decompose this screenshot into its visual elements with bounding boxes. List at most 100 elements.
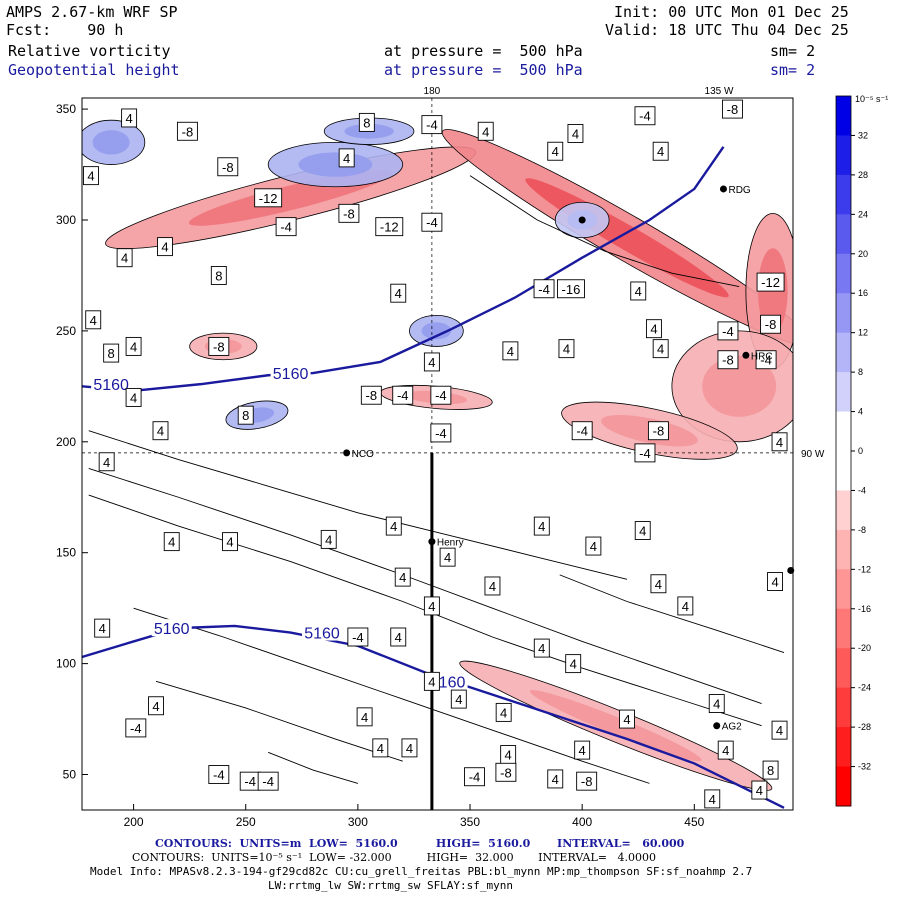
contour-label-box-60 — [585, 536, 602, 556]
colorbar-tick-label-6: 8 — [858, 367, 863, 377]
contour-label-box-79 — [401, 738, 418, 758]
colorbar-tick-label-13: -20 — [858, 643, 871, 653]
contour-label-box-89 — [751, 780, 768, 800]
vorticity-contour-2 — [133, 607, 650, 784]
contour-label-89: 4 — [756, 783, 763, 798]
contour-label-box-56 — [439, 547, 456, 567]
contour-label-box-36 — [634, 106, 656, 126]
contour-label-93: 8 — [767, 763, 774, 778]
vorticity-outline-7 — [189, 332, 258, 361]
contour-label-47: -8 — [653, 424, 665, 439]
colorbar-tick-label-10: -8 — [858, 525, 866, 535]
vorticity-shading — [82, 117, 793, 791]
vorticity-core-10 — [92, 130, 130, 155]
contour-label-box-39 — [652, 141, 669, 161]
x-tick-label-0: 200 — [124, 815, 144, 829]
contour-label-62: 4 — [655, 577, 662, 592]
height-label-bg-0-1 — [270, 364, 311, 382]
contour-label-73: 4 — [623, 712, 630, 727]
contour-label-box-71 — [450, 689, 467, 709]
contour-label-27: 4 — [157, 424, 164, 439]
contour-label-42: -8 — [765, 317, 777, 332]
contour-label-box-40 — [721, 99, 743, 119]
contour-label-23: -4 — [397, 388, 409, 403]
station-label-0: NCO — [352, 449, 374, 460]
contour-label-10: -4 — [280, 220, 292, 235]
contour-label-box-88 — [576, 771, 598, 791]
vorticity-outline-9 — [409, 314, 464, 347]
station-label-2: RDG — [728, 185, 750, 196]
contour-label-13: 4 — [121, 251, 128, 266]
colorbar-segment-9 — [836, 451, 851, 491]
contour-label-box-65 — [94, 618, 111, 638]
colorbar-segment-6 — [836, 332, 851, 373]
colorbar-segment-12 — [836, 569, 851, 610]
contour-label-0: 4 — [125, 111, 132, 126]
contour-label-54: 4 — [390, 519, 397, 534]
field1-sm: sm= 2 — [770, 42, 816, 60]
contour-label-box-58 — [484, 576, 501, 596]
contour-label-box-17 — [125, 336, 142, 356]
station-marker-0 — [343, 449, 351, 457]
contour-label-box-21 — [423, 352, 440, 372]
contour-label-box-67 — [390, 627, 407, 647]
y-tick-label-2: 150 — [56, 546, 76, 560]
contour-label-box-52 — [222, 532, 238, 552]
contour-label-box-47 — [647, 421, 669, 441]
height-contour-0 — [82, 146, 725, 392]
contour-label-15: 8 — [215, 268, 222, 283]
contour-label-50: 4 — [103, 455, 110, 470]
contour-label-8: -12 — [259, 191, 278, 206]
right-label-0: 90 W — [801, 449, 825, 460]
contour-label-11: -12 — [380, 220, 399, 235]
station-marker-1 — [428, 538, 436, 546]
colorbar-segment-16 — [836, 727, 851, 768]
contour-label-44: -8 — [722, 353, 734, 368]
contour-label-12: -4 — [426, 215, 438, 230]
colorbar-tick-label-7: 4 — [858, 407, 863, 417]
valid-time: Valid: 18 UTC Thu 04 Dec 25 — [605, 22, 849, 38]
colorbar-segment-10 — [836, 490, 851, 531]
valid-value: 18 UTC Thu 04 Dec 25 — [668, 21, 849, 39]
height-label-bg-0-0 — [91, 375, 132, 393]
colorbar-segment-2 — [836, 174, 851, 215]
x-tick-label-2: 300 — [348, 815, 368, 829]
contour-label-box-26 — [237, 405, 254, 425]
init-label: Init: — [614, 3, 660, 21]
contour-label-box-34 — [645, 319, 662, 339]
colorbar-segment-14 — [836, 648, 851, 689]
contour-label-64: 4 — [771, 575, 778, 590]
contour-label-box-18 — [103, 343, 120, 363]
contour-label-88: -8 — [581, 774, 593, 789]
colorbar-segment-13 — [836, 608, 851, 649]
contour-label-74: 4 — [713, 697, 720, 712]
vorticity-contour-3 — [155, 680, 403, 762]
contour-label-box-7 — [217, 157, 239, 177]
top-label-1: 135 W — [705, 86, 734, 97]
vorticity-contour-0 — [88, 467, 762, 704]
contour-label-19: -8 — [213, 339, 225, 354]
field2-name: Geopotential height — [8, 61, 180, 79]
contour-label-box-59 — [533, 516, 550, 536]
contour-label-56: 4 — [444, 550, 451, 565]
contour-label-box-57 — [423, 596, 440, 616]
colorbar-tick-label-2: 24 — [858, 209, 868, 219]
contour-label-box-78 — [372, 738, 389, 758]
contour-label-box-86 — [464, 767, 485, 787]
colorbar-tick-label-12: -16 — [858, 604, 871, 614]
contour-label-box-9 — [338, 203, 360, 223]
contour-label-box-91 — [771, 720, 788, 740]
contour-label-33: 4 — [635, 284, 642, 299]
contour-label-65: 4 — [99, 621, 106, 636]
contour-label-87: -8 — [500, 765, 512, 780]
footer-model-info: Model Info: MPASv8.2.3-194-gf29cd82c CU:… — [90, 865, 753, 878]
contour-label-82: 4 — [722, 743, 729, 758]
contour-label-3: 4 — [343, 151, 350, 166]
colorbar-tick-label-16: -32 — [858, 762, 871, 772]
footer-height-contours: CONTOURS: UNITS=m LOW= 5160.0 HIGH= 5160… — [155, 837, 685, 850]
colorbar-segment-17 — [836, 766, 851, 807]
contour-label-53: 4 — [325, 532, 332, 547]
contour-label-1: -8 — [182, 124, 194, 139]
contour-label-box-2 — [358, 112, 375, 132]
contour-label-75: 4 — [152, 699, 159, 714]
